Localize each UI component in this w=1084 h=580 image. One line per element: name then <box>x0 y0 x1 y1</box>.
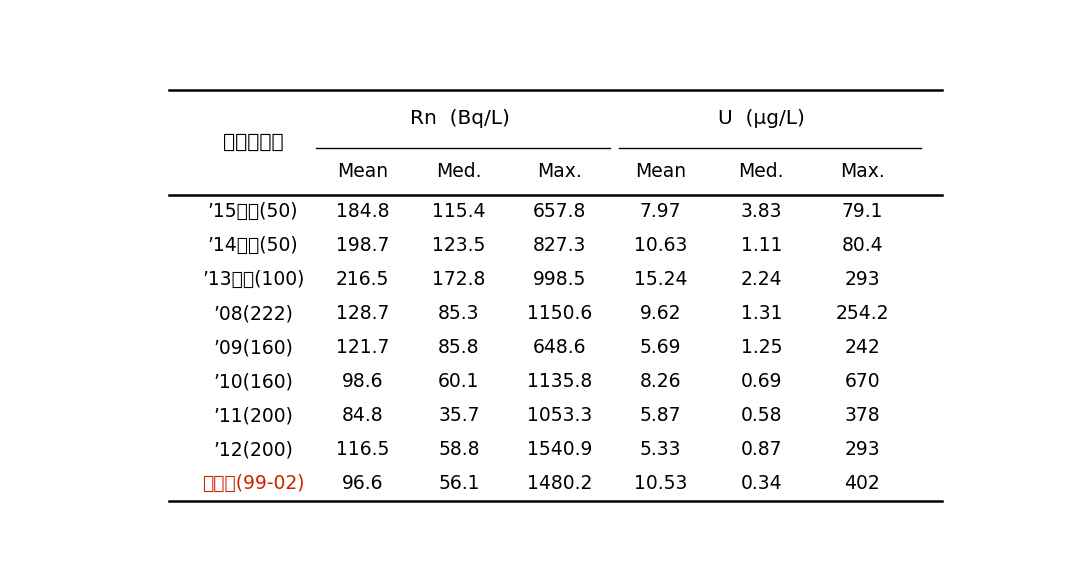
Text: Med.: Med. <box>738 162 784 181</box>
Text: 216.5: 216.5 <box>336 270 389 289</box>
Text: 15.24: 15.24 <box>634 270 687 289</box>
Text: 1.31: 1.31 <box>740 304 783 323</box>
Text: 116.5: 116.5 <box>336 440 389 459</box>
Text: 670: 670 <box>844 372 880 391</box>
Text: ’15정밀(50): ’15정밀(50) <box>208 202 298 221</box>
Text: 5.33: 5.33 <box>640 440 682 459</box>
Text: 화강암(99-02): 화강암(99-02) <box>202 474 305 493</box>
Text: 58.8: 58.8 <box>438 440 480 459</box>
Text: 8.26: 8.26 <box>640 372 682 391</box>
Text: U  (μg/L): U (μg/L) <box>718 109 804 128</box>
Text: 657.8: 657.8 <box>533 202 586 221</box>
Text: 242: 242 <box>844 338 880 357</box>
Text: 79.1: 79.1 <box>841 202 883 221</box>
Text: ’11(200): ’11(200) <box>214 406 293 425</box>
Text: 1135.8: 1135.8 <box>527 372 592 391</box>
Text: 254.2: 254.2 <box>836 304 889 323</box>
Text: 3.83: 3.83 <box>740 202 783 221</box>
Text: Max.: Max. <box>840 162 885 181</box>
Text: 84.8: 84.8 <box>341 406 383 425</box>
Text: 0.69: 0.69 <box>740 372 783 391</box>
Text: 85.3: 85.3 <box>438 304 480 323</box>
Text: 378: 378 <box>844 406 880 425</box>
Text: 60.1: 60.1 <box>438 372 480 391</box>
Text: 172.8: 172.8 <box>433 270 486 289</box>
Text: 293: 293 <box>844 270 880 289</box>
Text: 98.6: 98.6 <box>341 372 383 391</box>
Text: 1480.2: 1480.2 <box>527 474 593 493</box>
Text: 35.7: 35.7 <box>438 406 480 425</box>
Text: 0.34: 0.34 <box>740 474 783 493</box>
Text: 56.1: 56.1 <box>438 474 480 493</box>
Text: 1150.6: 1150.6 <box>527 304 592 323</box>
Text: 402: 402 <box>844 474 880 493</box>
Text: 5.87: 5.87 <box>640 406 682 425</box>
Text: 115.4: 115.4 <box>433 202 486 221</box>
Text: 7.97: 7.97 <box>640 202 682 221</box>
Text: 293: 293 <box>844 440 880 459</box>
Text: 0.87: 0.87 <box>740 440 783 459</box>
Text: 0.58: 0.58 <box>740 406 783 425</box>
Text: 1053.3: 1053.3 <box>527 406 592 425</box>
Text: ’13정밀(100): ’13정밀(100) <box>202 270 305 289</box>
Text: 10.63: 10.63 <box>634 236 687 255</box>
Text: 1540.9: 1540.9 <box>527 440 593 459</box>
Text: Rn  (Bq/L): Rn (Bq/L) <box>411 109 511 128</box>
Text: 조사시료수: 조사시료수 <box>223 133 283 152</box>
Text: 1.25: 1.25 <box>740 338 783 357</box>
Text: 998.5: 998.5 <box>533 270 586 289</box>
Text: ’10(160): ’10(160) <box>214 372 293 391</box>
Text: 5.69: 5.69 <box>640 338 682 357</box>
Text: 827.3: 827.3 <box>533 236 586 255</box>
Text: 1.11: 1.11 <box>740 236 783 255</box>
Text: 198.7: 198.7 <box>336 236 389 255</box>
Text: 80.4: 80.4 <box>841 236 883 255</box>
Text: 2.24: 2.24 <box>740 270 783 289</box>
Text: 648.6: 648.6 <box>533 338 586 357</box>
Text: ’12(200): ’12(200) <box>214 440 293 459</box>
Text: Max.: Max. <box>538 162 582 181</box>
Text: ’08(222): ’08(222) <box>214 304 293 323</box>
Text: 96.6: 96.6 <box>341 474 383 493</box>
Text: 121.7: 121.7 <box>336 338 389 357</box>
Text: 128.7: 128.7 <box>336 304 389 323</box>
Text: Med.: Med. <box>436 162 481 181</box>
Text: 9.62: 9.62 <box>640 304 682 323</box>
Text: ’09(160): ’09(160) <box>214 338 293 357</box>
Text: ’14정밀(50): ’14정밀(50) <box>208 236 298 255</box>
Text: 123.5: 123.5 <box>433 236 486 255</box>
Text: Mean: Mean <box>337 162 388 181</box>
Text: Mean: Mean <box>635 162 686 181</box>
Text: 184.8: 184.8 <box>336 202 389 221</box>
Text: 85.8: 85.8 <box>438 338 480 357</box>
Text: 10.53: 10.53 <box>634 474 687 493</box>
